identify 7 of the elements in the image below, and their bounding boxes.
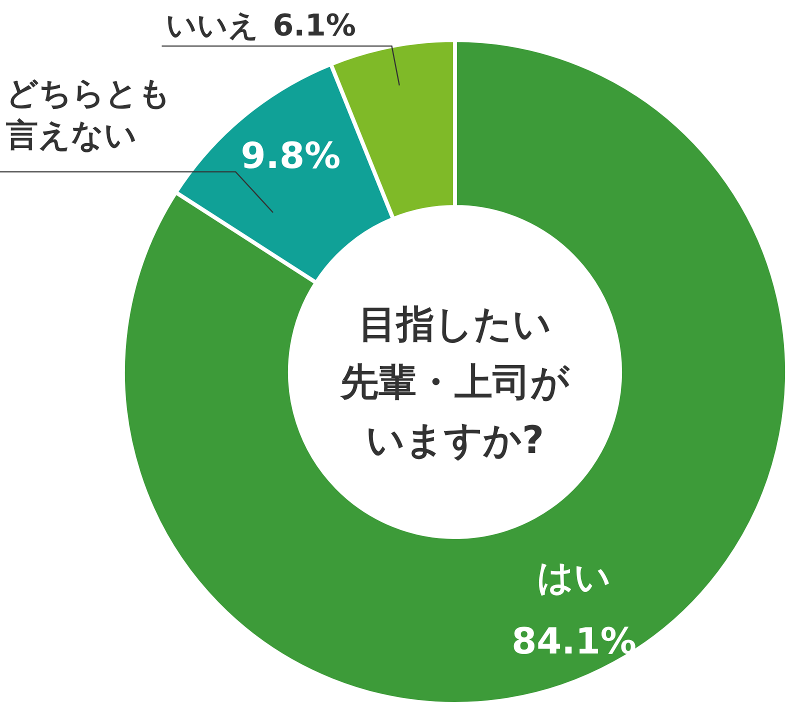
data-label: 84.1%: [512, 622, 636, 663]
slice-label: はい: [537, 558, 612, 599]
slice-label: どちらとも言えない: [5, 74, 171, 154]
slice-label: いいえ: [166, 8, 259, 44]
text: 目指したい先輩・上司がいますか?: [340, 302, 570, 462]
data-label: 6.1%: [272, 8, 356, 44]
data-label: 9.8%: [240, 136, 341, 177]
